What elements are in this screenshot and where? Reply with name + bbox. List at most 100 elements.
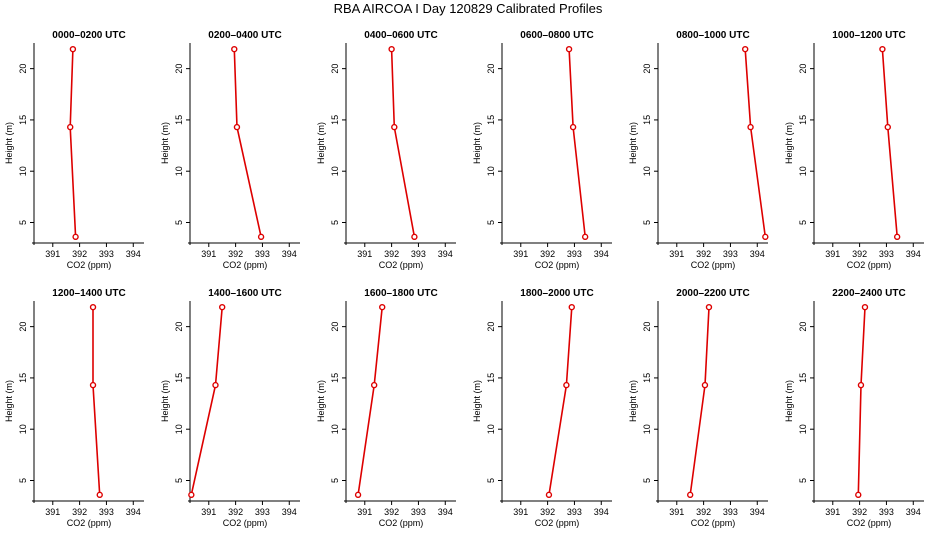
data-point — [231, 45, 238, 53]
x-tick-label: 394 — [594, 507, 609, 517]
y-axis-title: Height (m) — [4, 380, 14, 422]
data-point — [370, 381, 378, 389]
x-tick-label: 392 — [72, 249, 87, 259]
profile-panel: 2200–2400 UTC 391 392 393 394 5 10 15 20 CO2 (ppm… — [784, 288, 924, 528]
y-tick-label: 5 — [18, 220, 28, 225]
panel-title: 0000–0200 UTC — [52, 30, 125, 41]
y-axis-title: Height (m) — [160, 380, 170, 422]
data-point — [701, 381, 709, 389]
x-tick-label: 393 — [567, 249, 582, 259]
x-tick-label: 392 — [384, 249, 399, 259]
y-axis-title: Height (m) — [784, 122, 794, 164]
y-axis-title: Height (m) — [472, 380, 482, 422]
profile-panel: 1800–2000 UTC 391 392 393 394 5 10 15 20 CO2 (ppm… — [472, 288, 612, 528]
x-axis-title: CO2 (ppm) — [691, 260, 736, 270]
x-tick-label: 394 — [126, 507, 141, 517]
x-tick-label: 393 — [723, 507, 738, 517]
y-tick-label: 5 — [330, 478, 340, 483]
data-point — [857, 381, 865, 389]
data-point — [545, 491, 553, 499]
y-tick-label: 5 — [642, 220, 652, 225]
y-tick-label: 15 — [798, 373, 808, 383]
x-tick-label: 392 — [228, 507, 243, 517]
data-point — [96, 491, 103, 499]
profile-line — [357, 307, 383, 495]
y-axis-title: Height (m) — [628, 122, 638, 164]
data-point — [861, 303, 869, 311]
y-tick-label: 20 — [798, 64, 808, 74]
y-tick-label: 5 — [18, 478, 28, 483]
y-tick-label: 15 — [798, 115, 808, 125]
y-tick-label: 5 — [798, 478, 808, 483]
x-tick-label: 393 — [723, 249, 738, 259]
x-axis-title: CO2 (ppm) — [67, 260, 112, 270]
x-tick-label: 393 — [879, 507, 894, 517]
y-tick-label: 10 — [486, 424, 496, 434]
x-tick-label: 393 — [411, 507, 426, 517]
panel-title: 0200–0400 UTC — [208, 30, 281, 41]
data-point — [218, 303, 226, 311]
data-point — [568, 303, 575, 311]
y-tick-label: 15 — [18, 115, 28, 125]
data-point — [69, 45, 77, 53]
x-tick-label: 391 — [513, 507, 528, 517]
profile-line — [568, 49, 586, 237]
x-tick-label: 393 — [411, 249, 426, 259]
x-tick-label: 393 — [567, 507, 582, 517]
profile-panel: 0000–0200 UTC 391 392 393 394 5 10 15 20 CO2 (ppm… — [4, 30, 144, 270]
y-tick-label: 15 — [174, 373, 184, 383]
data-point — [705, 303, 713, 311]
y-tick-label: 15 — [330, 115, 340, 125]
x-tick-label: 393 — [255, 249, 270, 259]
x-tick-label: 394 — [438, 507, 453, 517]
y-tick-label: 15 — [18, 373, 28, 383]
data-point — [893, 233, 901, 241]
panel-title: 0600–0800 UTC — [520, 30, 593, 41]
profile-line — [233, 49, 262, 237]
x-tick-label: 391 — [825, 507, 840, 517]
data-point — [257, 233, 265, 241]
x-tick-label: 394 — [282, 507, 297, 517]
x-tick-label: 394 — [282, 249, 297, 259]
panel-title: 1200–1400 UTC — [52, 288, 125, 299]
panel-title: 1600–1800 UTC — [364, 288, 437, 299]
profile-panel: 0800–1000 UTC 391 392 393 394 5 10 15 20 CO2 (ppm… — [628, 30, 769, 270]
y-tick-label: 20 — [330, 64, 340, 74]
x-tick-label: 392 — [540, 507, 555, 517]
x-tick-label: 391 — [201, 507, 216, 517]
x-tick-label: 391 — [669, 249, 684, 259]
data-point — [762, 233, 769, 241]
x-tick-label: 392 — [696, 507, 711, 517]
data-point — [72, 233, 79, 241]
x-axis-title: CO2 (ppm) — [67, 518, 112, 528]
x-tick-label: 392 — [696, 249, 711, 259]
x-axis-title: CO2 (ppm) — [379, 260, 424, 270]
profile-line — [548, 307, 573, 495]
data-point — [379, 303, 386, 311]
y-tick-label: 15 — [486, 115, 496, 125]
y-tick-label: 20 — [642, 322, 652, 332]
y-tick-label: 10 — [642, 166, 652, 176]
data-point — [354, 491, 362, 499]
x-tick-label: 394 — [906, 249, 921, 259]
y-tick-label: 10 — [18, 424, 28, 434]
x-tick-label: 393 — [99, 507, 114, 517]
y-tick-label: 20 — [486, 64, 496, 74]
x-axis-title: CO2 (ppm) — [223, 518, 268, 528]
y-tick-label: 20 — [174, 64, 184, 74]
profile-line — [857, 307, 866, 495]
x-tick-label: 392 — [852, 249, 867, 259]
y-axis-title: Height (m) — [784, 380, 794, 422]
profile-line — [190, 307, 223, 495]
y-tick-label: 10 — [330, 166, 340, 176]
panel-title: 1400–1600 UTC — [208, 288, 281, 299]
x-tick-label: 393 — [879, 249, 894, 259]
x-tick-label: 391 — [45, 249, 60, 259]
y-axis-title: Height (m) — [472, 122, 482, 164]
y-axis-title: Height (m) — [160, 122, 170, 164]
y-tick-label: 10 — [798, 166, 808, 176]
x-tick-label: 394 — [126, 249, 141, 259]
x-tick-label: 394 — [906, 507, 921, 517]
y-tick-label: 20 — [486, 322, 496, 332]
y-tick-label: 10 — [330, 424, 340, 434]
